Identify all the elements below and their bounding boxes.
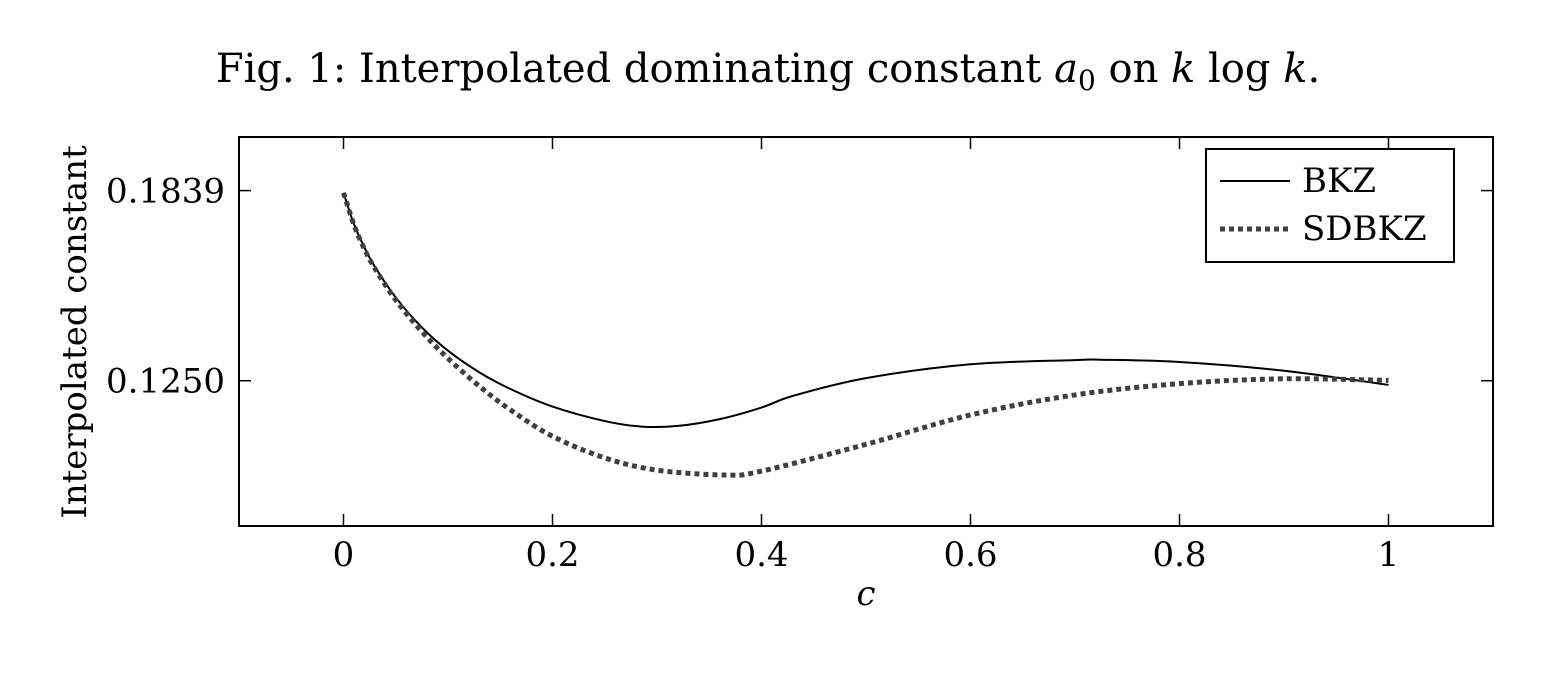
x-axis-ticks: 0 0.2 0.4 0.6 0.8 1 — [333, 137, 1400, 575]
plot-area-frame — [238, 136, 1494, 527]
y-axis-ticks: 0.1250 0.1839 — [106, 172, 1493, 402]
legend-label-sdbkz: SDBKZ — [1302, 209, 1427, 249]
series-line-sdbkz — [341, 192, 1389, 478]
y-axis-label: Interpolated constant — [55, 145, 95, 519]
x-tick-label: 0.4 — [734, 535, 788, 575]
x-tick-label: 1 — [1378, 535, 1400, 575]
legend-box — [1205, 148, 1455, 263]
y-tick-label: 0.1839 — [106, 172, 225, 212]
legend: BKZ SDBKZ — [1205, 148, 1455, 263]
x-axis-label: c — [856, 574, 875, 614]
x-tick-label: 0.8 — [1152, 535, 1206, 575]
chart-title: Fig. 1: Interpolated dominating constant… — [216, 46, 1320, 97]
x-tick-label: 0 — [333, 535, 355, 575]
x-tick-label: 0.2 — [525, 535, 579, 575]
series-layer — [341, 192, 1389, 478]
legend-label-bkz: BKZ — [1302, 161, 1376, 201]
y-tick-label: 0.1250 — [106, 362, 225, 402]
x-tick-label: 0.6 — [943, 535, 997, 575]
